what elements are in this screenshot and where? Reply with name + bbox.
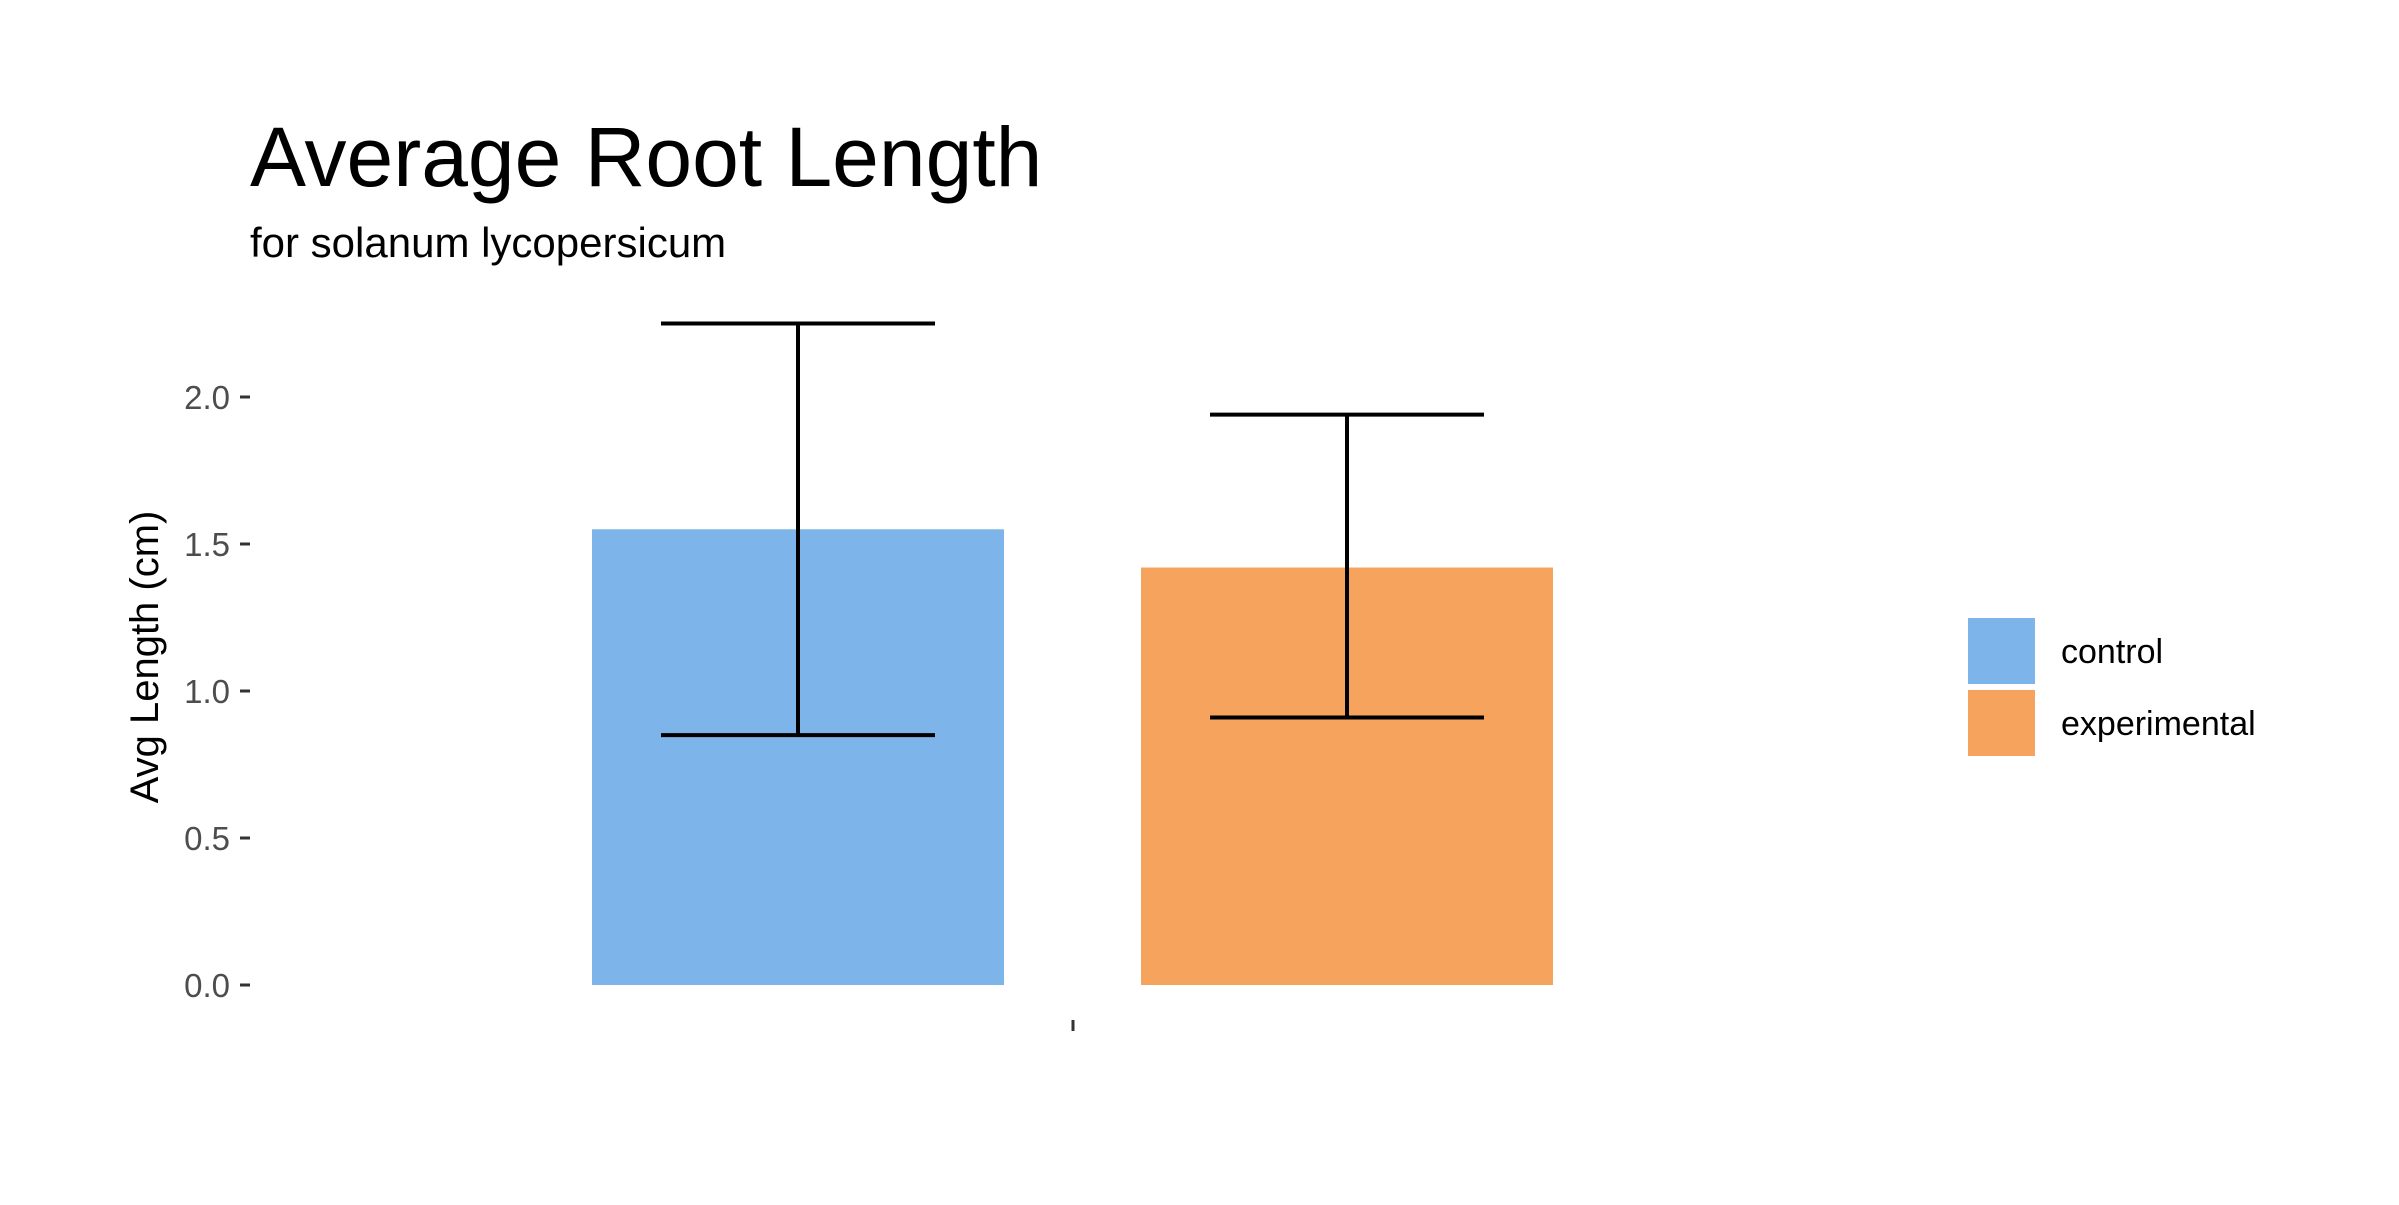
chart-title: Average Root Length <box>250 110 1042 204</box>
y-tick-label: 0.5 <box>184 820 230 857</box>
chart-subtitle: for solanum lycopersicum <box>250 219 726 266</box>
legend-key-control <box>1968 618 2035 684</box>
y-tick-label: 1.0 <box>184 673 230 710</box>
y-tick-label: 1.5 <box>184 526 230 563</box>
legend-key-experimental <box>1968 690 2035 756</box>
legend: control experimental <box>1968 618 2256 756</box>
error-bars <box>661 321 1484 738</box>
legend-label-experimental: experimental <box>2061 705 2256 743</box>
y-tick-label: 2.0 <box>184 379 230 416</box>
y-axis-title: Avg Length (cm) <box>123 511 167 804</box>
bars <box>592 529 1553 985</box>
y-tick-label: 0.0 <box>184 967 230 1004</box>
legend-label-control: control <box>2061 633 2163 671</box>
y-axis: 0.0 0.5 1.0 1.5 2.0 <box>184 379 250 1004</box>
